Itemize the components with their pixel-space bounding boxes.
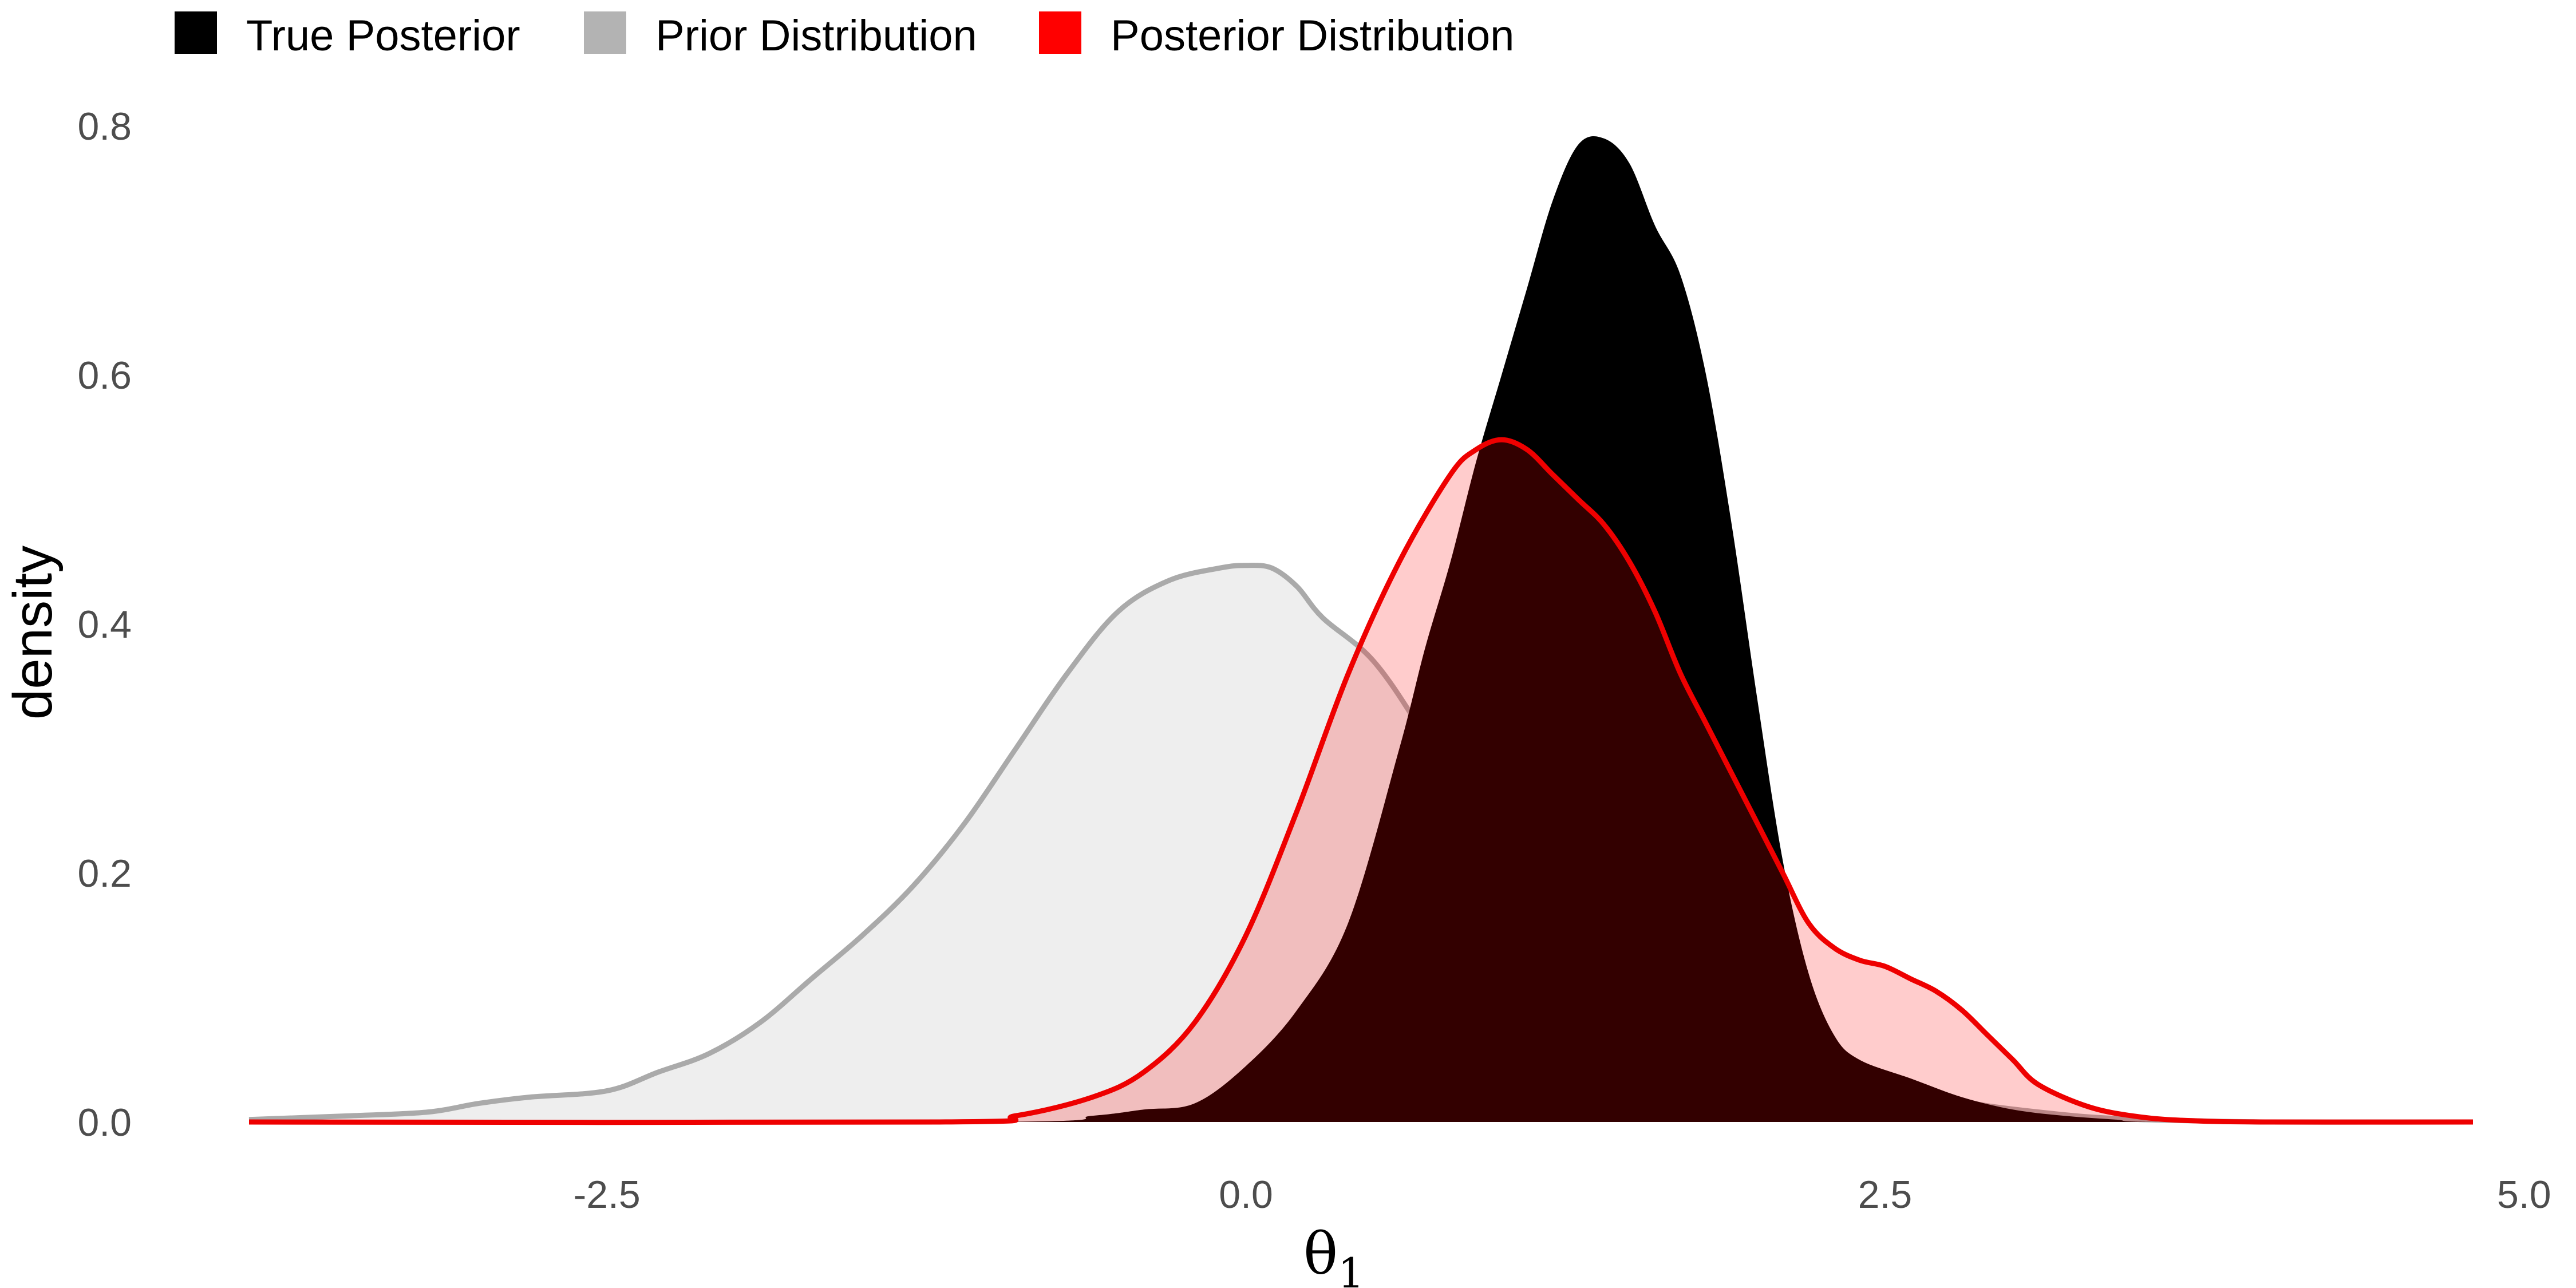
legend-label-prior-distribution: Prior Distribution xyxy=(655,11,977,60)
y-axis-title: density xyxy=(2,546,64,720)
legend: True Posterior Prior Distribution Poster… xyxy=(175,11,1514,60)
x-axis-title: θ1 xyxy=(1303,1220,1364,1288)
x-tick-label: 2.5 xyxy=(1858,1173,1913,1216)
y-tick-label: 0.6 xyxy=(77,354,132,397)
area-post xyxy=(249,440,2473,1123)
area-prior xyxy=(249,565,2473,1123)
y-tick-label: 0.8 xyxy=(77,105,132,148)
series-layer xyxy=(248,136,2474,1125)
y-tick-label: 0.0 xyxy=(77,1101,132,1144)
line-prior xyxy=(248,563,2473,1125)
legend-label-posterior-distribution: Posterior Distribution xyxy=(1111,11,1514,60)
x-axis-title-subscript: 1 xyxy=(1338,1249,1364,1288)
y-axis: 0.0 0.2 0.4 0.6 0.8 xyxy=(77,105,132,1144)
legend-swatch-prior-distribution xyxy=(584,11,626,54)
x-tick-label: 5.0 xyxy=(2497,1173,2551,1216)
line-post xyxy=(248,437,2474,1125)
area-true xyxy=(249,136,2473,1123)
x-axis-title-symbol: θ xyxy=(1303,1220,1338,1287)
legend-swatch-posterior-distribution xyxy=(1039,11,1081,54)
y-tick-label: 0.2 xyxy=(77,852,132,895)
x-tick-label: 0.0 xyxy=(1219,1173,1273,1216)
x-axis: -2.5 0.0 2.5 5.0 xyxy=(574,1173,2551,1216)
legend-swatch-true-posterior xyxy=(175,11,217,54)
y-tick-label: 0.4 xyxy=(77,603,132,646)
x-tick-label: -2.5 xyxy=(574,1173,641,1216)
legend-label-true-posterior: True Posterior xyxy=(246,11,520,60)
